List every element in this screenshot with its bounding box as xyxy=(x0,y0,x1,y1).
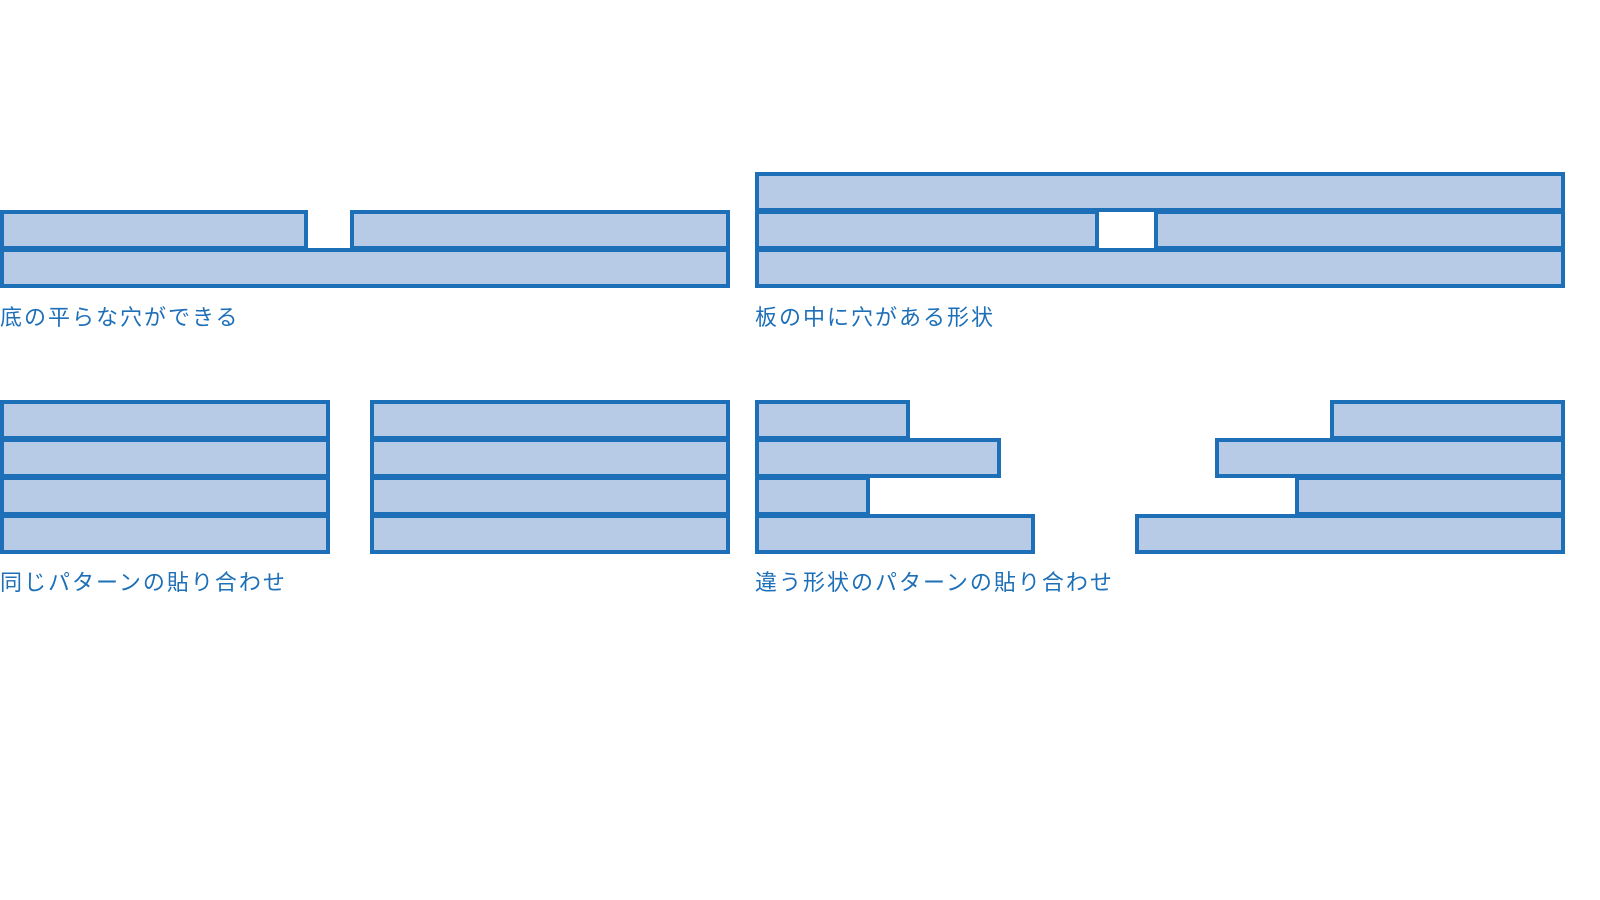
diagram-bar xyxy=(755,248,1565,288)
diagram-bar xyxy=(0,400,330,440)
diagram-bar xyxy=(755,476,870,516)
diagram-bar xyxy=(1135,514,1565,554)
diagram-bar xyxy=(0,514,330,554)
diagram-bar xyxy=(370,514,730,554)
diagram-bar xyxy=(755,438,1001,478)
diagram-bar xyxy=(350,210,730,250)
diagram-bar xyxy=(1215,438,1565,478)
diagram-bar xyxy=(1295,476,1565,516)
diagram-bar xyxy=(0,248,730,288)
diagram-bar xyxy=(1330,400,1565,440)
caption-hole-inside-plate: 板の中に穴がある形状 xyxy=(755,300,995,332)
diagram-container: 底の平らな穴ができる 板の中に穴がある形状 同じパターンの貼り合わせ 違う形状の… xyxy=(0,0,1600,900)
diagram-bar xyxy=(370,400,730,440)
caption-same-pattern-lamination: 同じパターンの貼り合わせ xyxy=(0,565,287,597)
diagram-bar xyxy=(0,438,330,478)
diagram-bar xyxy=(0,476,330,516)
caption-different-pattern-lamination: 違う形状のパターンの貼り合わせ xyxy=(755,565,1114,597)
caption-flat-bottom-hole: 底の平らな穴ができる xyxy=(0,300,240,332)
diagram-bar xyxy=(1154,210,1565,250)
diagram-bar xyxy=(370,476,730,516)
diagram-bar xyxy=(755,514,1035,554)
diagram-bar xyxy=(755,172,1565,212)
diagram-bar xyxy=(0,210,308,250)
diagram-bar xyxy=(755,400,910,440)
diagram-bar xyxy=(755,210,1099,250)
diagram-bar xyxy=(370,438,730,478)
